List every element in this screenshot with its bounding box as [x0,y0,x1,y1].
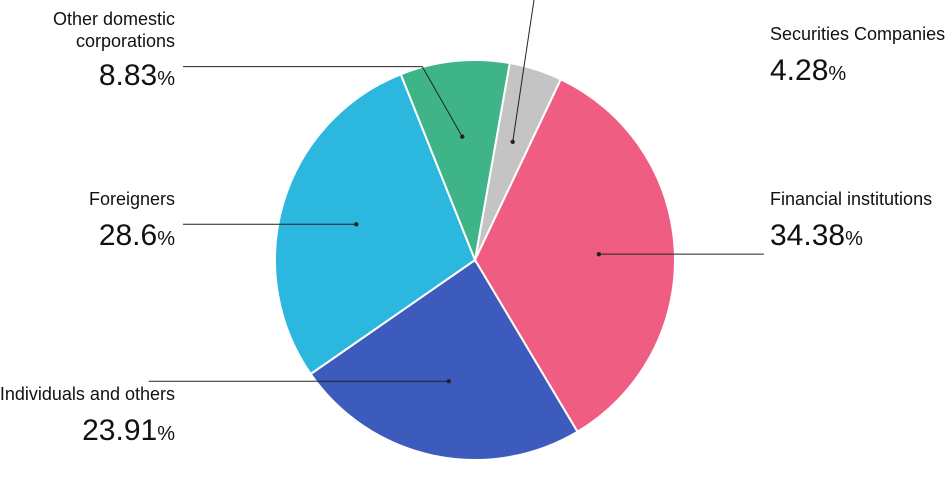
label-individuals: Individuals and others [0,384,175,404]
label-other-domestic-line2: corporations [76,31,175,51]
label-financial: Financial institutions [770,189,932,209]
value-financial: 34.38% [770,219,863,252]
value-foreigners: 28.6% [99,219,175,252]
value-other-domestic: 8.83% [99,59,175,92]
label-other-domestic-line1: Other domestic [53,9,175,29]
value-individuals: 23.91% [82,414,175,447]
label-foreigners: Foreigners [89,189,175,209]
value-securities: 4.28% [770,54,846,87]
label-securities: Securities Companies [770,24,945,44]
pie-chart: Securities Companies 4.28% Financial insti… [0,0,950,500]
